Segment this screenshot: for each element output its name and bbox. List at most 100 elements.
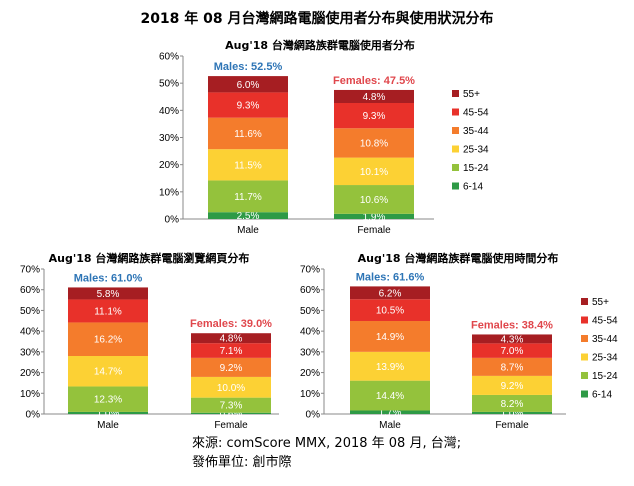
legend-swatch: [452, 182, 459, 190]
bar-segment: [191, 343, 271, 358]
bar-segment: [350, 380, 430, 411]
y-tick-label: 60%: [300, 285, 320, 296]
bar-segment: [472, 334, 552, 344]
bar-segment: [68, 299, 148, 323]
bar-segment: [350, 286, 430, 300]
y-tick-label: 50%: [159, 79, 179, 90]
legend-label: 25-34: [463, 145, 489, 156]
legend-label: 6-14: [463, 182, 483, 193]
y-tick-label: 60%: [20, 285, 40, 296]
bar-segment: [334, 89, 414, 103]
data-label: 7.0%: [501, 346, 524, 357]
total-label: Females: 39.0%: [190, 318, 272, 330]
legend-label: 15-24: [463, 163, 489, 174]
legend-swatch: [452, 164, 459, 171]
data-label: 11.6%: [234, 129, 262, 140]
legend-label: 35-44: [463, 126, 489, 137]
bar-segment: [350, 299, 430, 321]
data-label: 14.4%: [376, 391, 404, 402]
y-tick-label: 10%: [20, 389, 40, 400]
bar-segment: [472, 411, 552, 414]
bar-segment: [208, 180, 288, 213]
data-label: 9.2%: [220, 363, 243, 374]
bar-segment: [68, 411, 148, 414]
data-label: 11.5%: [234, 160, 262, 171]
legend-swatch: [581, 316, 588, 324]
bar-segment: [472, 394, 552, 412]
data-label: 10.6%: [360, 195, 388, 206]
data-label: 9.2%: [501, 381, 524, 392]
bar-segment: [68, 356, 148, 387]
data-label: 14.9%: [376, 332, 404, 343]
data-label: 10.8%: [360, 138, 388, 149]
y-tick-label: 50%: [20, 306, 40, 317]
data-label: 6.2%: [379, 288, 402, 299]
total-label: Males: 61.0%: [74, 272, 143, 284]
data-label: 6.0%: [237, 80, 260, 91]
data-label: 1.0%: [97, 408, 120, 419]
y-tick-label: 60%: [159, 52, 179, 63]
data-label: 1.0%: [501, 408, 524, 419]
legend-label: 35-44: [592, 334, 618, 345]
bar-segment: [191, 333, 271, 344]
legend-swatch: [452, 90, 459, 97]
bar-segment: [68, 287, 148, 300]
data-label: 14.7%: [94, 367, 122, 378]
data-label: 7.1%: [220, 346, 243, 357]
bar-segment: [472, 357, 552, 376]
bar-segment: [334, 213, 414, 219]
data-label: 4.3%: [501, 334, 524, 345]
page-title: 2018 年 08 月台灣網路電腦使用者分布與使用狀況分布: [140, 11, 494, 27]
data-label: 7.3%: [220, 401, 243, 412]
data-label: 5.8%: [97, 289, 120, 300]
bar-segment: [334, 128, 414, 158]
y-tick-label: 20%: [159, 160, 179, 171]
bar-segment: [191, 357, 271, 377]
total-label: Females: 38.4%: [471, 319, 553, 331]
data-label: 10.0%: [217, 383, 245, 394]
y-tick-label: 0%: [165, 215, 180, 226]
y-tick-label: 70%: [300, 265, 320, 276]
data-label: 1.7%: [379, 408, 402, 419]
chart-title: Aug'18 台灣網路族群電腦瀏覽網頁分布: [49, 251, 250, 265]
legend-swatch: [581, 353, 588, 361]
bar-segment: [334, 157, 414, 186]
bar-segment: [472, 343, 552, 358]
bar-segment: [208, 92, 288, 118]
legend-label: 55+: [592, 297, 609, 308]
y-tick-label: 40%: [20, 327, 40, 338]
data-label: 13.9%: [376, 362, 404, 373]
legend-label: 15-24: [592, 371, 618, 382]
bar-segment: [191, 376, 271, 398]
y-tick-label: 40%: [159, 106, 179, 117]
total-label: Males: 61.6%: [356, 271, 425, 283]
legend-swatch: [581, 390, 588, 398]
bar-segment: [208, 76, 288, 93]
y-tick-label: 10%: [300, 389, 320, 400]
bar-segment: [191, 397, 271, 413]
y-tick-label: 30%: [159, 133, 179, 144]
data-label: 0.6%: [220, 409, 243, 420]
total-label: Males: 52.5%: [214, 61, 283, 73]
chart-title: Aug'18 台灣網路族群電腦使用者分布: [225, 38, 415, 52]
total-label: Females: 47.5%: [333, 75, 415, 87]
source-note: 來源: comScore MMX, 2018 年 08 月, 台灣; 發佈單位:…: [192, 434, 461, 472]
legend-label: 6-14: [592, 390, 612, 401]
x-tick-label: Female: [495, 420, 529, 431]
source-line-1: 來源: comScore MMX, 2018 年 08 月, 台灣;: [192, 436, 462, 451]
legend-swatch: [581, 298, 588, 305]
legend-label: 45-54: [592, 316, 618, 327]
source-line-2: 發佈單位: 創市際: [192, 455, 292, 470]
y-tick-label: 0%: [26, 410, 41, 421]
bar-segment: [208, 117, 288, 150]
bar-segment: [350, 320, 430, 352]
legend-label: 25-34: [592, 353, 618, 364]
data-label: 16.2%: [94, 335, 122, 346]
data-label: 1.9%: [363, 212, 386, 223]
bar-segment: [191, 412, 271, 414]
x-tick-label: Male: [237, 225, 259, 236]
legend-swatch: [452, 145, 459, 153]
y-tick-label: 10%: [159, 187, 179, 198]
y-tick-label: 30%: [300, 347, 320, 358]
